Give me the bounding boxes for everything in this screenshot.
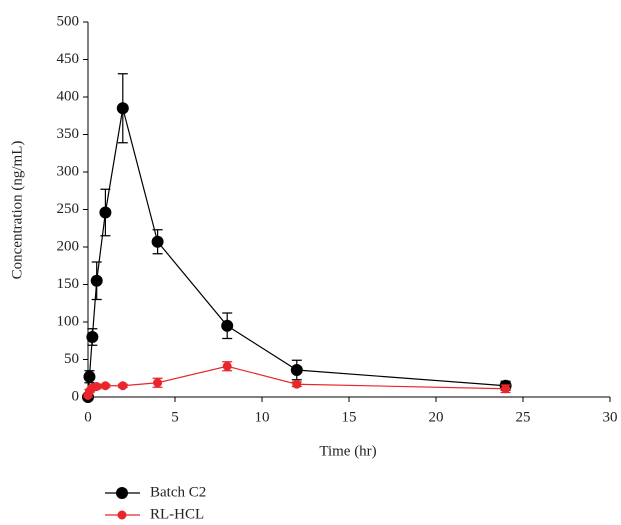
x-tick-label: 30 [603, 409, 618, 425]
x-tick-label: 20 [429, 409, 444, 425]
y-tick-label: 450 [57, 51, 80, 67]
series-line [87, 108, 506, 398]
data-point [153, 378, 163, 388]
y-tick-label: 100 [57, 313, 80, 329]
data-point [86, 331, 99, 343]
data-point [292, 379, 302, 389]
x-axis-label: Time (hr) [319, 443, 376, 459]
legend-label: RL-HCL [150, 506, 204, 522]
data-point [221, 319, 234, 332]
data-point [151, 235, 164, 248]
y-tick-label: 150 [57, 276, 80, 292]
data-point [83, 370, 96, 383]
legend-marker [116, 487, 128, 499]
x-tick-label: 0 [84, 409, 92, 425]
legend-marker [117, 510, 127, 520]
y-tick-label: 0 [72, 388, 80, 404]
legend-label: Batch C2 [150, 484, 206, 500]
y-axis-label: Concentration (ng/mL) [9, 141, 25, 280]
data-point [116, 102, 129, 115]
data-point [290, 364, 303, 376]
data-point [90, 274, 103, 287]
y-tick-label: 350 [57, 126, 80, 142]
data-point [222, 361, 232, 371]
data-point [118, 381, 128, 391]
data-point [99, 206, 112, 219]
y-tick-label: 400 [57, 88, 80, 104]
y-tick-label: 50 [64, 351, 79, 367]
x-tick-label: 25 [516, 409, 531, 425]
y-tick-label: 500 [57, 13, 80, 29]
x-tick-label: 10 [255, 409, 270, 425]
data-point [501, 384, 511, 394]
y-tick-label: 300 [57, 163, 80, 179]
x-tick-label: 15 [342, 409, 357, 425]
y-tick-label: 200 [57, 238, 80, 254]
data-point [92, 382, 102, 391]
y-tick-label: 250 [57, 201, 80, 217]
x-tick-label: 5 [171, 409, 179, 425]
data-point [100, 381, 110, 391]
